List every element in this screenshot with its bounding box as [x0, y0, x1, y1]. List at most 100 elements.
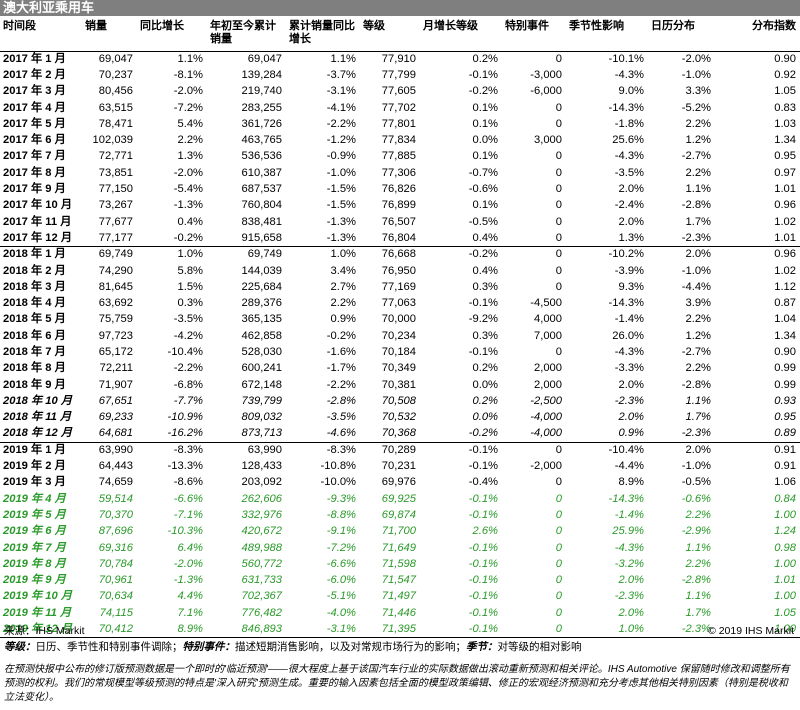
value-cell: 72,211 [99, 362, 133, 375]
value-cell: 0.99 [774, 362, 796, 375]
table-row: 2018 年 1 月 69,749 1.0% 69,749 1.0% 76,668 -0.2… [0, 246, 800, 263]
value-cell: -10.9% [167, 411, 203, 424]
value-cell: 1.1% [177, 52, 204, 65]
value-cell: 463,765 [241, 134, 282, 147]
value-cell: 71,700 [381, 525, 416, 538]
value-cell: 73,851 [98, 166, 133, 179]
value-cell: 462,858 [241, 329, 282, 342]
value-cell: 0.9% [330, 313, 357, 326]
value-cell: 2.2% [685, 508, 712, 521]
period-cell: 2017 年 8 月 [3, 166, 66, 179]
value-cell: -2.2% [326, 117, 356, 130]
value-cell: 0.95 [774, 411, 796, 424]
col-header-period: 时间段 [3, 20, 36, 32]
value-cell: 77,605 [381, 85, 416, 98]
value-cell: 0.89 [774, 427, 796, 440]
value-cell: 1.2% [685, 329, 712, 342]
value-cell: 70,231 [381, 460, 416, 473]
col-header-seasonal: 季节性影响 [569, 20, 624, 32]
value-cell: -10.3% [167, 525, 203, 538]
value-cell: 71,395 [360, 621, 420, 639]
value-cell: 0 [555, 508, 562, 521]
value-cell: 1.1% [685, 183, 712, 196]
period-cell: 2019 年 11 月 [3, 606, 72, 619]
value-cell: 1.03 [774, 117, 796, 130]
value-cell: 70,370 [98, 508, 133, 521]
value-cell: 0.4% [472, 231, 499, 244]
value-cell: 69,925 [381, 492, 416, 505]
value-cell: -0.1% [468, 68, 498, 81]
value-cell: -2.8% [681, 199, 711, 212]
value-cell: -0.9% [326, 150, 356, 163]
value-cell: -2.0% [173, 557, 203, 570]
value-cell: 0.1% [472, 101, 499, 114]
table-row: 2018 年 12 月 64,681 -16.2% 873,713 -4.6% 70,36… [0, 426, 800, 442]
value-cell: 77,910 [381, 52, 416, 65]
value-cell: 70,000 [381, 313, 416, 326]
col-header-ytd: 年初至今累计销量 [210, 20, 276, 45]
value-cell: 1.1% [685, 394, 712, 407]
col-header-yoy: 同比增长 [140, 20, 184, 32]
value-cell: -0.1% [468, 508, 498, 521]
value-cell: -6.8% [173, 378, 203, 391]
value-cell: 219,740 [241, 85, 282, 98]
table-row: 2017 年 7 月 72,771 1.3% 536,536 -0.9% 77,885 0.… [0, 149, 800, 165]
value-cell: -0.2% [420, 246, 502, 263]
col-header-calendar: 日历分布 [651, 20, 695, 32]
value-cell: 63,990 [207, 441, 286, 459]
period-cell: 2017 年 3 月 [3, 85, 66, 98]
table-row: 2018 年 7 月 65,172 -10.4% 528,030 -1.6% 70,184… [0, 344, 800, 360]
value-cell: -0.4% [468, 476, 498, 489]
value-cell: 0.1% [472, 150, 499, 163]
table-row: 2018 年 9 月 71,907 -6.8% 672,148 -2.2% 70,381 0… [0, 377, 800, 393]
value-cell: 76,804 [381, 231, 416, 244]
value-cell: 760,804 [241, 199, 282, 212]
value-cell: 0 [555, 199, 562, 212]
value-cell: 1.12 [774, 280, 796, 293]
value-cell: -16.2% [167, 427, 203, 440]
value-cell: 0.4% [472, 264, 499, 277]
period-cell: 2018 年 1 月 [0, 246, 82, 263]
period-cell: 2018 年 9 月 [3, 378, 66, 391]
value-cell: -4.4% [681, 280, 711, 293]
value-cell: 2.2% [685, 557, 712, 570]
value-cell: 71,497 [381, 590, 416, 603]
value-cell: 0.1% [472, 117, 499, 130]
value-cell: 75,759 [98, 313, 133, 326]
value-cell: 5.4% [177, 117, 204, 130]
table-row: 2018 年 2 月 74,290 5.8% 144,039 3.4% 76,950 0.4… [0, 263, 800, 279]
value-cell: 97,723 [98, 329, 133, 342]
period-cell: 2017 年 9 月 [3, 183, 66, 196]
value-cell: -0.2% [468, 427, 498, 440]
sales-table-container: 时间段 销量 同比增长 年初至今累计销量 累计销量同比增长 等级 月增长等级 特… [0, 17, 800, 639]
value-cell: 1.1% [685, 541, 712, 554]
value-cell: 332,976 [241, 508, 282, 521]
value-cell: 80,456 [98, 85, 133, 98]
value-cell: -2.7% [681, 345, 711, 358]
value-cell: 2.2% [177, 134, 204, 147]
value-cell: 536,536 [241, 150, 282, 163]
period-cell: 2018 年 6 月 [3, 329, 66, 342]
value-cell: -0.6% [468, 183, 498, 196]
value-cell: -2.4% [614, 199, 644, 212]
value-cell: 3,000 [534, 134, 562, 147]
value-cell: 7.1% [177, 606, 204, 619]
value-cell: -13.3% [167, 460, 203, 473]
value-cell: 809,032 [241, 411, 282, 424]
value-cell: 1.0% [286, 246, 360, 263]
table-row: 2018 年 3 月 81,645 1.5% 225,684 2.7% 77,169 0.3… [0, 279, 800, 295]
value-cell: 69,749 [82, 246, 137, 263]
footer-disclaimer: 在预测快报中公布的修订版预测数据是一个即时的'临近预测'——很大程度上基于该国汽… [4, 664, 790, 703]
period-cell: 2017 年 11 月 [3, 215, 72, 228]
value-cell: -3.1% [286, 621, 360, 639]
value-cell: -8.6% [173, 476, 203, 489]
period-cell: 2018 年 10 月 [3, 394, 73, 407]
value-cell: 70,412 [82, 621, 137, 639]
value-cell: 1.7% [685, 215, 712, 228]
value-cell: 0.3% [472, 280, 499, 293]
value-cell: 70,784 [98, 557, 133, 570]
period-cell: 2017 年 5 月 [3, 117, 66, 130]
value-cell: -4.0% [326, 606, 356, 619]
table-row: 2018 年 10 月 67,651 -7.7% 739,799 -2.8% 70,508… [0, 393, 800, 409]
